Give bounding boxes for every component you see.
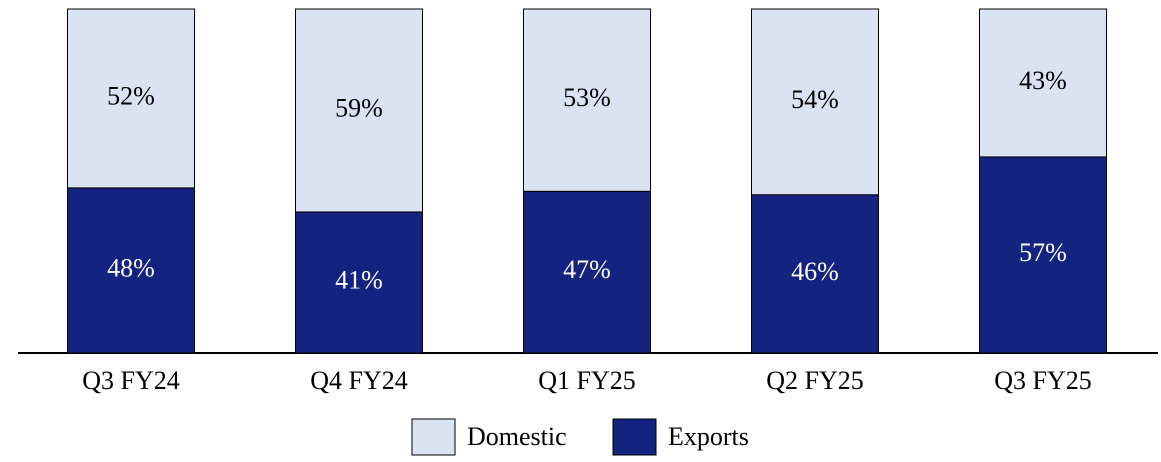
bar-segment: [751, 194, 879, 354]
x-tick-label: Q3 FY25: [994, 366, 1092, 395]
value-label: 59%: [335, 93, 383, 122]
value-label: 47%: [563, 255, 611, 284]
legend-label: Exports: [668, 422, 749, 451]
value-label: 52%: [107, 81, 155, 110]
value-label: 43%: [1019, 66, 1067, 95]
bar-segment: [979, 8, 1107, 158]
x-tick-label: Q3 FY24: [82, 366, 180, 395]
value-label: 53%: [563, 83, 611, 112]
x-tick-label: Q2 FY25: [766, 366, 864, 395]
legend-label: Domestic: [467, 422, 567, 451]
bar-segment: [751, 8, 879, 196]
value-label: 48%: [107, 253, 155, 282]
legend-swatch: [411, 418, 456, 456]
value-label: 54%: [791, 85, 839, 114]
bar-segment: [523, 190, 651, 354]
value-label: 57%: [1019, 238, 1067, 267]
bar-segment: [295, 211, 423, 354]
value-label: 41%: [335, 265, 383, 294]
legend-swatch: [612, 418, 657, 456]
bar-segment: [295, 8, 423, 213]
value-label: 46%: [791, 257, 839, 286]
x-tick-label: Q1 FY25: [538, 366, 636, 395]
bar-segment: [67, 187, 195, 354]
bar-segment: [67, 8, 195, 189]
x-tick-label: Q4 FY24: [310, 366, 408, 395]
bar-segment: [979, 156, 1107, 354]
bar-segment: [523, 8, 651, 192]
